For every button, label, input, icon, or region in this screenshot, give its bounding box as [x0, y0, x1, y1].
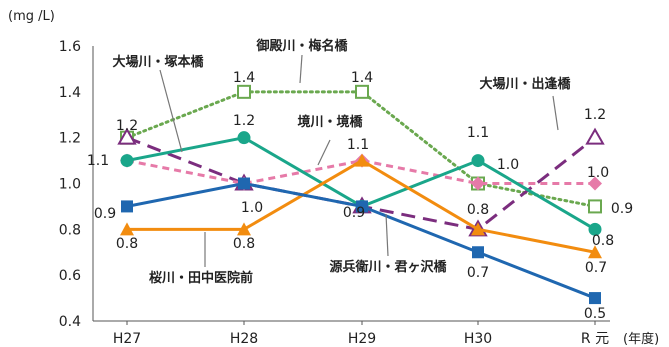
data-label: 1.1 — [467, 125, 489, 141]
data-point-marker — [238, 177, 250, 190]
series-name-callout: 大場川・出逢橋 — [479, 76, 571, 92]
data-label: 1.4 — [351, 70, 373, 86]
series-6 — [121, 177, 601, 305]
y-tick-label: 0.4 — [59, 314, 81, 330]
data-point-marker — [588, 245, 602, 259]
data-point-marker — [588, 222, 602, 236]
y-tick-label: 1.4 — [59, 85, 81, 101]
y-tick-label: 1.6 — [59, 39, 81, 55]
data-label: 0.5 — [584, 306, 606, 322]
data-label: 0.9 — [94, 206, 116, 222]
data-point-marker — [121, 200, 133, 213]
data-point-marker — [355, 153, 369, 167]
series-5 — [120, 153, 602, 259]
data-point-marker — [237, 131, 251, 145]
data-label: 1.2 — [116, 118, 138, 134]
data-label: 1.2 — [233, 113, 255, 129]
data-label: 1.2 — [584, 107, 606, 123]
series-lines — [117, 84, 605, 305]
data-point-marker — [117, 127, 137, 145]
series-name-callout: 源兵衛川・君ヶ沢橋 — [329, 259, 447, 275]
data-point-marker — [120, 154, 134, 168]
series-name-callout: 境川・境橋 — [297, 114, 363, 130]
data-label: 1.0 — [241, 200, 263, 216]
data-labels: 1.2 1.4 1.4 0.9 1.2 1.1 1.0 1.1 1.0 1.0 1.2 0.9 1.1 0… — [87, 70, 633, 322]
data-label: 0.9 — [343, 205, 365, 221]
data-label: 0.8 — [233, 236, 255, 252]
data-label: 1.1 — [347, 137, 369, 153]
x-tick-label: R 元 — [581, 331, 609, 347]
y-axis-unit: (mg /L) — [8, 9, 55, 24]
callout-leader-line — [299, 54, 303, 84]
x-tick-label: H27 — [113, 331, 141, 347]
axes: 0.4 0.6 0.8 1.0 1.2 1.4 1.6 H27 H28 H29 H30 R 元 (mg … — [8, 9, 659, 347]
data-point-marker — [237, 84, 251, 99]
y-tick-label: 1.0 — [59, 177, 81, 193]
y-tick-label: 0.6 — [59, 268, 81, 284]
data-point-marker — [585, 127, 605, 145]
data-point-marker — [355, 84, 369, 99]
data-label: 0.7 — [585, 260, 607, 276]
data-label: 1.1 — [87, 153, 109, 169]
data-point-marker — [588, 176, 602, 191]
data-point-marker — [588, 199, 602, 214]
y-tick-label: 0.8 — [59, 222, 81, 238]
data-point-marker — [237, 222, 251, 236]
series-name-callout: 大場川・塚本橋 — [112, 54, 204, 70]
data-point-marker — [471, 222, 485, 236]
data-point-marker — [589, 292, 601, 305]
data-label: 1.0 — [497, 157, 519, 173]
callout-leader-line — [552, 95, 559, 131]
x-tick-label: H29 — [348, 331, 376, 347]
data-label: 0.9 — [611, 201, 633, 217]
data-point-marker — [120, 222, 134, 236]
data-label: 0.8 — [116, 236, 138, 252]
x-tick-label: H30 — [464, 331, 492, 347]
x-axis-unit: (年度) — [623, 331, 659, 347]
callout-leader-line — [317, 139, 331, 166]
series-name-callout: 桜川・田中医院前 — [149, 270, 253, 286]
callout-leader-line — [159, 69, 183, 153]
data-point-marker — [356, 200, 368, 213]
data-point-marker — [471, 176, 485, 191]
data-label: 0.7 — [467, 265, 489, 281]
data-point-marker — [471, 154, 485, 168]
data-label: 0.8 — [592, 233, 614, 249]
series-line — [125, 90, 597, 208]
y-tick-label: 1.2 — [59, 131, 81, 147]
data-label: 1.0 — [587, 165, 609, 181]
data-label: 1.4 — [233, 70, 255, 86]
data-point-marker — [472, 246, 484, 259]
data-label: 0.8 — [467, 202, 489, 218]
callout-leader-line — [385, 213, 389, 257]
x-tick-label: H28 — [230, 331, 258, 347]
series-name-callout: 御殿川・梅名橋 — [255, 38, 348, 54]
